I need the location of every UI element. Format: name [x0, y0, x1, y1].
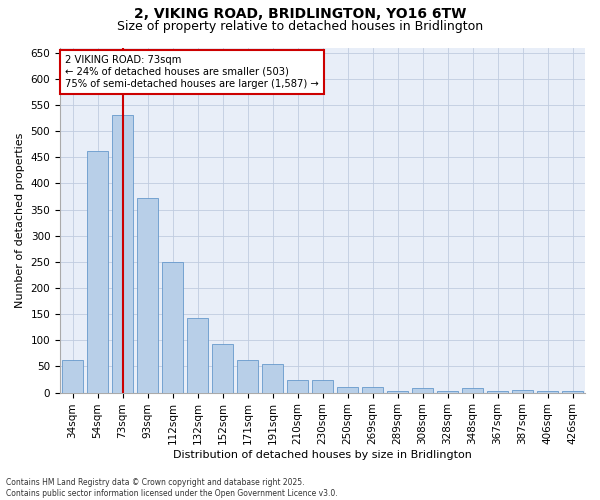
Bar [287, 380, 308, 392]
X-axis label: Distribution of detached houses by size in Bridlington: Distribution of detached houses by size … [173, 450, 472, 460]
Text: Size of property relative to detached houses in Bridlington: Size of property relative to detached ho… [117, 20, 483, 33]
Text: 2 VIKING ROAD: 73sqm
← 24% of detached houses are smaller (503)
75% of semi-deta: 2 VIKING ROAD: 73sqm ← 24% of detached h… [65, 56, 319, 88]
Bar [437, 391, 458, 392]
Bar [87, 150, 108, 392]
Bar [487, 391, 508, 392]
Bar [262, 364, 283, 392]
Bar [412, 388, 433, 392]
Bar [237, 360, 258, 392]
Bar [162, 262, 183, 392]
Text: 2, VIKING ROAD, BRIDLINGTON, YO16 6TW: 2, VIKING ROAD, BRIDLINGTON, YO16 6TW [134, 8, 466, 22]
Bar [337, 388, 358, 392]
Bar [137, 198, 158, 392]
Bar [362, 388, 383, 392]
Bar [187, 318, 208, 392]
Bar [312, 380, 333, 392]
Bar [212, 344, 233, 393]
Bar [537, 390, 558, 392]
Y-axis label: Number of detached properties: Number of detached properties [15, 132, 25, 308]
Bar [562, 391, 583, 392]
Bar [512, 390, 533, 392]
Bar [387, 391, 408, 392]
Text: Contains HM Land Registry data © Crown copyright and database right 2025.
Contai: Contains HM Land Registry data © Crown c… [6, 478, 338, 498]
Bar [112, 116, 133, 392]
Bar [62, 360, 83, 392]
Bar [462, 388, 483, 392]
